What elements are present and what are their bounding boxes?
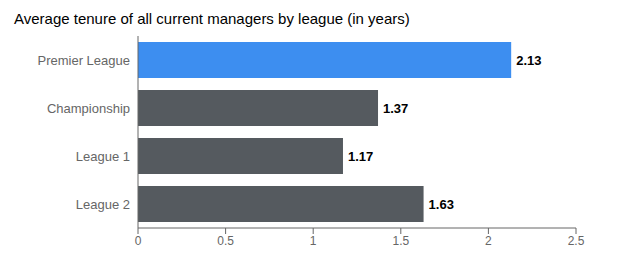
svg-text:League 2: League 2 — [76, 197, 130, 212]
svg-text:Premier League: Premier League — [38, 53, 131, 68]
svg-text:League 1: League 1 — [76, 149, 130, 164]
svg-text:1: 1 — [310, 234, 317, 248]
html-text:Average tenure of all current: Average tenure of all current managers b… — [14, 10, 410, 27]
svg-text:1.63: 1.63 — [429, 197, 454, 212]
svg-text:Championship: Championship — [47, 101, 130, 116]
svg-text:1.5: 1.5 — [392, 234, 409, 248]
svg-text:2: 2 — [485, 234, 492, 248]
svg-text:0: 0 — [135, 234, 142, 248]
svg-text:1.37: 1.37 — [383, 101, 408, 116]
svg-text:2.13: 2.13 — [516, 53, 541, 68]
svg-text:1.17: 1.17 — [348, 149, 373, 164]
svg-text:0.5: 0.5 — [217, 234, 234, 248]
svg-text:2.5: 2.5 — [568, 234, 585, 248]
